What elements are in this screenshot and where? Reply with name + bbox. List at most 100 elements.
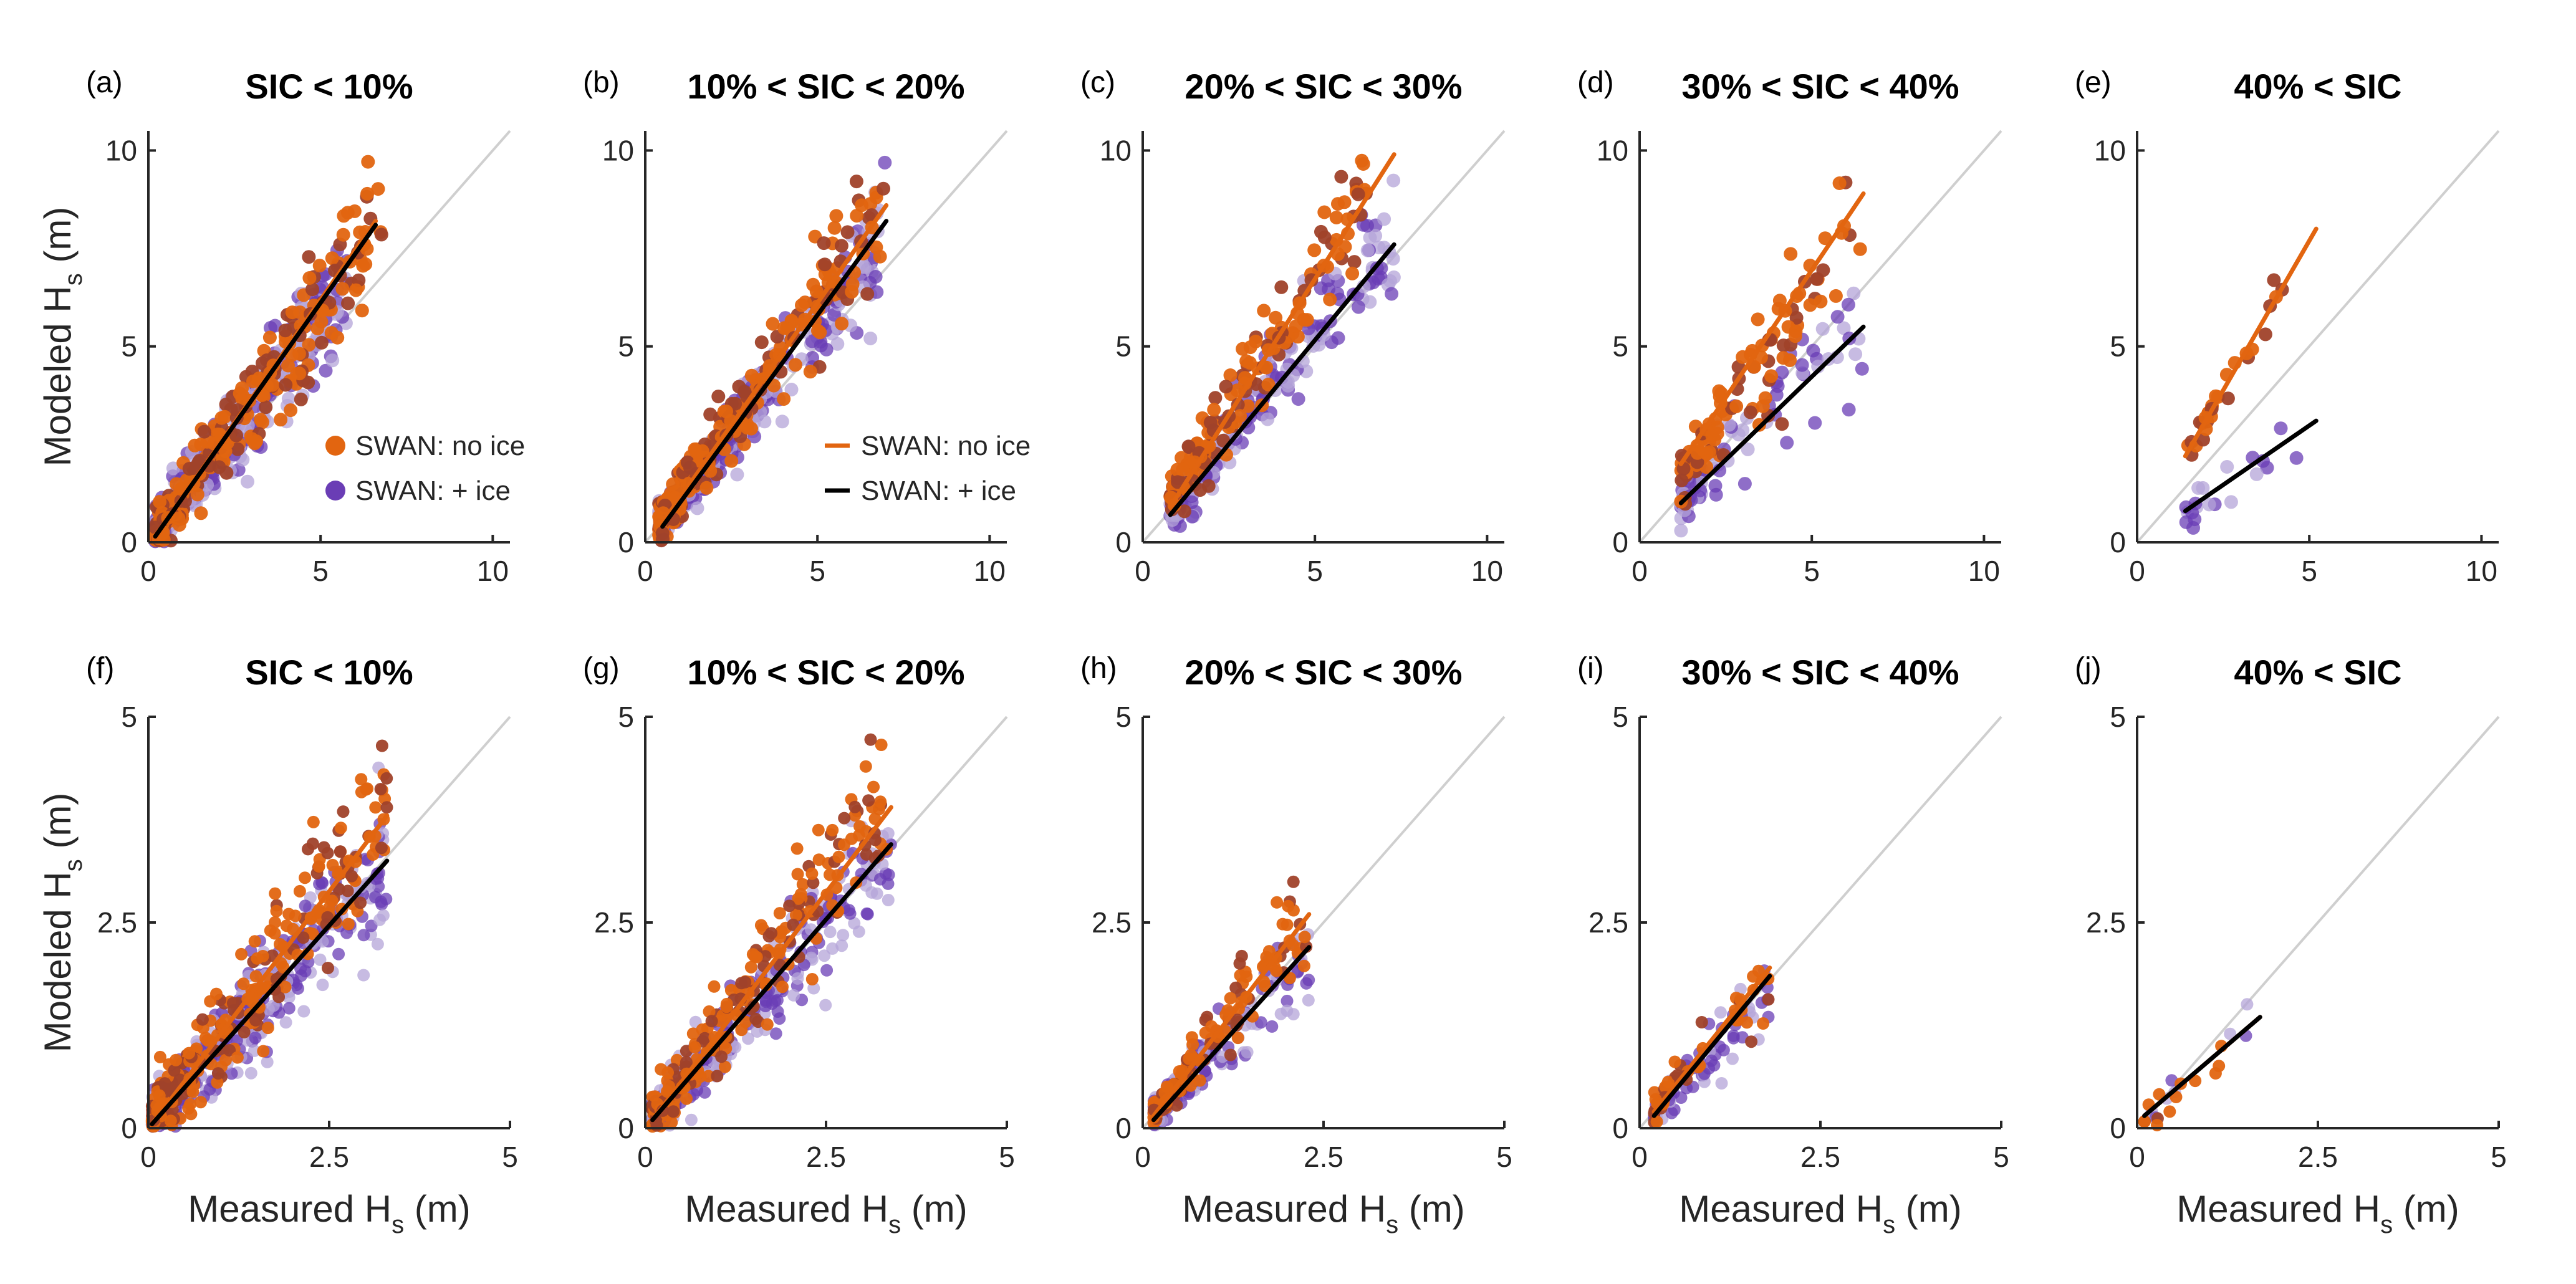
panel-label: (a) xyxy=(86,66,123,99)
scatter-point xyxy=(259,981,272,994)
scatter-point xyxy=(282,908,296,921)
scatter-point xyxy=(1837,321,1851,335)
scatter-point xyxy=(306,927,319,941)
x-tick-label: 0 xyxy=(637,555,653,587)
scatter-point xyxy=(249,1013,262,1027)
panel-label: (b) xyxy=(583,66,620,99)
scatter-point xyxy=(1224,1048,1237,1061)
scatter-point xyxy=(818,949,831,962)
scatter-point xyxy=(1331,331,1345,345)
scatter-point xyxy=(312,259,327,273)
scatter-point xyxy=(855,198,869,213)
scatter-point xyxy=(1780,436,1794,450)
scatter-point xyxy=(1193,483,1208,497)
scatter-point xyxy=(171,511,186,525)
x-tick-label: 5 xyxy=(312,555,329,587)
panel-label: (f) xyxy=(86,652,114,685)
scatter-point xyxy=(282,1002,296,1015)
scatter-point xyxy=(1233,409,1247,423)
scatter-point xyxy=(812,823,825,836)
scatter-point xyxy=(278,323,292,338)
scatter-point xyxy=(1806,343,1820,358)
scatter-point xyxy=(1181,439,1196,454)
scatter-point xyxy=(1736,350,1750,364)
scatter-point xyxy=(153,1050,166,1063)
scatter-point xyxy=(270,904,283,917)
y-tick-label: 5 xyxy=(1115,330,1132,363)
fit-line-ice xyxy=(2183,418,2319,514)
scatter-point xyxy=(1769,388,1784,402)
scatter-point xyxy=(1170,462,1185,477)
panel-i: 0 2.5 5 0 2.5 5 30% < SIC < 40% (i) Measured Hs … xyxy=(1577,652,2009,1238)
scatter-point xyxy=(1360,219,1374,233)
scatter-point xyxy=(314,335,329,350)
scatter-point xyxy=(750,951,763,964)
scatter-point xyxy=(1298,931,1311,944)
scatter-point xyxy=(859,879,872,892)
fit-line-ice xyxy=(150,858,390,1126)
scatter-point xyxy=(182,462,196,476)
x-tick-label: 0 xyxy=(2129,1141,2145,1173)
scatter-point xyxy=(1281,918,1294,931)
scatter-point xyxy=(261,1022,274,1035)
scatter-point xyxy=(306,837,319,850)
scatter-point xyxy=(792,892,805,905)
scatter-point xyxy=(310,321,325,335)
scatter-point xyxy=(1377,212,1391,226)
scatter-point xyxy=(373,913,386,926)
scatter-point xyxy=(325,894,339,908)
scatter-point xyxy=(2196,433,2210,447)
x-tick-label: 0 xyxy=(140,1141,156,1173)
scatter-point xyxy=(248,1044,261,1057)
x-axis-label: Measured Hs (m) xyxy=(2176,1188,2459,1238)
y-tick-label: 0 xyxy=(2110,1112,2126,1144)
scatter-point xyxy=(1814,294,1828,309)
legend-label-ice: SWAN: + ice xyxy=(861,476,1016,506)
scatter-point xyxy=(322,962,334,974)
scatter-point xyxy=(2153,1088,2166,1101)
y-axis-label: Modeled Hs (m) xyxy=(37,793,87,1053)
scatter-point xyxy=(1347,255,1362,269)
scatter-point xyxy=(805,973,819,985)
scatter-point xyxy=(1736,423,1750,438)
scatter-point xyxy=(757,414,772,429)
scatter-point xyxy=(1712,384,1726,398)
scatter-point xyxy=(1314,281,1328,295)
scatter-point xyxy=(1300,977,1313,990)
panel-e: 0 5 10 0 5 10 40% < SIC (e) xyxy=(2075,66,2500,587)
scatter-point xyxy=(1260,951,1273,964)
scatter-point xyxy=(2258,327,2272,342)
scatter-point xyxy=(1240,970,1253,983)
scatter-point xyxy=(715,1050,728,1063)
scatter-point xyxy=(2241,998,2254,1011)
fit-line-no-ice xyxy=(650,805,893,1123)
scatter-point xyxy=(835,317,849,331)
scatter-point xyxy=(766,317,780,331)
scatter-point xyxy=(1788,329,1802,343)
scatter-point xyxy=(1224,992,1237,1005)
scatter-point xyxy=(231,442,245,456)
scatter-point xyxy=(1193,1074,1206,1087)
scatter-point xyxy=(1751,312,1765,327)
one-to-one-line xyxy=(2136,130,2500,544)
scatter-point xyxy=(735,977,748,990)
scatter-point xyxy=(820,964,834,977)
scatter-point xyxy=(2151,1119,2163,1132)
scatter-point xyxy=(868,270,883,284)
scatter-point xyxy=(1207,403,1221,417)
scatter-point xyxy=(1705,1054,1718,1067)
scatter-point xyxy=(1737,477,1752,491)
scatter-point xyxy=(777,392,791,406)
scatter-point xyxy=(1810,272,1824,286)
scatter-point xyxy=(249,970,262,983)
scatter-point xyxy=(805,334,819,348)
scatter-point xyxy=(261,1055,274,1068)
scatter-point xyxy=(805,867,819,880)
scatter-point xyxy=(292,367,307,381)
y-tick-label: 2.5 xyxy=(594,906,634,939)
scatter-point xyxy=(666,477,680,491)
scatter-point xyxy=(1323,292,1337,307)
fit-line-ice xyxy=(1168,242,1396,517)
scatter-point xyxy=(720,1000,733,1013)
